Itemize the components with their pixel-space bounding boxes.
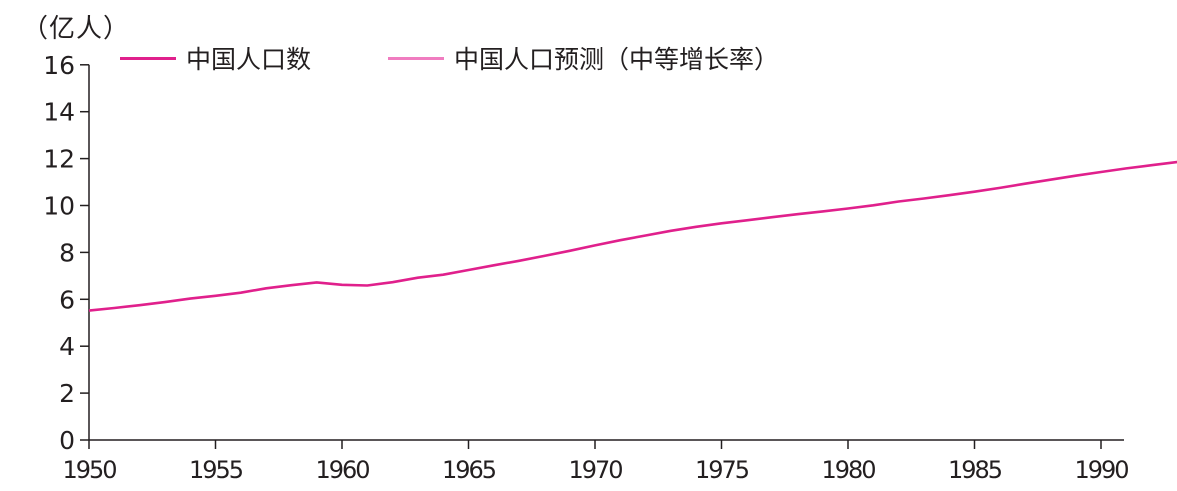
x-tick-label: 1975 [695, 456, 749, 484]
y-tick-label: 16 [43, 51, 75, 80]
y-tick-label: 6 [59, 285, 75, 314]
x-tick-label: 1980 [821, 456, 875, 484]
x-tick-label: 1965 [442, 456, 496, 484]
y-tick-label: 4 [59, 332, 75, 361]
y-tick-label: 10 [43, 192, 75, 221]
x-tick-label: 1950 [62, 456, 116, 484]
x-tick-label: 1955 [189, 456, 243, 484]
legend-label-population: 中国人口数 [186, 45, 312, 74]
series-lines [88, 160, 1177, 312]
legend-item-forecast: 中国人口预测（中等增长率） [388, 40, 779, 76]
legend-swatch-population [120, 56, 176, 60]
y-tick-label: 14 [43, 98, 75, 127]
legend-label-forecast: 中国人口预测（中等增长率） [454, 45, 780, 74]
x-tick-label: 1970 [568, 456, 622, 484]
axes: 0 2 4 6 8 10 12 14 16 1950 1955 1960 1965 1970 1975 198… [43, 51, 1130, 484]
y-tick-label: 12 [43, 145, 75, 174]
series-line-population [88, 160, 1177, 312]
legend-item-population: 中国人口数 [120, 40, 311, 76]
x-tick-label: 1960 [315, 456, 369, 484]
legend-swatch-forecast [388, 56, 444, 60]
y-tick-label: 0 [59, 426, 75, 455]
y-axis-unit-label: （亿人） [22, 14, 131, 44]
y-tick-label: 2 [59, 379, 75, 408]
y-tick-label: 8 [59, 238, 75, 267]
x-tick-label: 1985 [948, 456, 1002, 484]
x-tick-label: 1990 [1074, 456, 1128, 484]
